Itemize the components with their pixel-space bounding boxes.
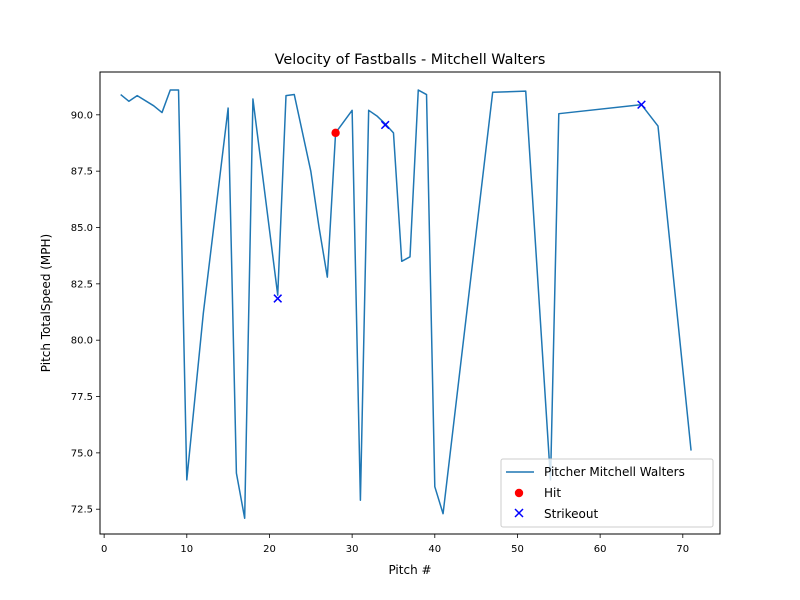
x-tick-label: 40 [428, 544, 441, 555]
legend: Pitcher Mitchell Walters Hit Strikeout [500, 458, 714, 528]
strikeout-marker [380, 120, 390, 130]
hit-marker [331, 128, 340, 138]
x-tick-label: 10 [180, 544, 193, 555]
y-tick-label: 87.5 [71, 167, 93, 178]
legend-box [500, 458, 714, 528]
y-tick-label: 77.5 [71, 392, 93, 403]
x-tick-label: 0 [101, 544, 107, 555]
y-axis-ticks: 72.5 75.0 77.5 80.0 82.5 85.0 87.5 90.0 [71, 110, 100, 516]
y-tick-label: 72.5 [71, 505, 93, 516]
series-layer [120, 89, 692, 519]
y-tick-label: 75.0 [71, 448, 93, 459]
legend-label-strikeout: Strikeout [544, 507, 598, 521]
x-axis-ticks: 0 10 20 30 40 50 60 70 [101, 534, 689, 555]
x-tick-label: 30 [346, 544, 359, 555]
y-axis-label: Pitch TotalSpeed (MPH) [39, 234, 53, 372]
plot-frame [99, 71, 721, 535]
y-tick-label: 82.5 [71, 279, 93, 290]
plot-area [100, 72, 720, 534]
strikeout-marker [637, 100, 646, 110]
legend-label-hit: Hit [544, 486, 561, 500]
x-tick-label: 20 [263, 544, 276, 555]
strikeout-marker [273, 294, 283, 303]
x-tick-label: 50 [511, 544, 524, 555]
chart-title: Velocity of Fastballs - Mitchell Walters [275, 52, 546, 68]
x-tick-label: 70 [676, 544, 689, 555]
x-axis-label: Pitch # [388, 563, 431, 577]
y-tick-label: 90.0 [71, 110, 93, 121]
y-tick-label: 85.0 [71, 223, 93, 234]
legend-hit-marker [514, 488, 524, 498]
legend-label-pitcher: Pitcher Mitchell Walters [544, 465, 685, 479]
legend-strikeout-marker [514, 508, 524, 518]
x-tick-label: 60 [594, 544, 607, 555]
y-tick-label: 80.0 [71, 336, 93, 347]
